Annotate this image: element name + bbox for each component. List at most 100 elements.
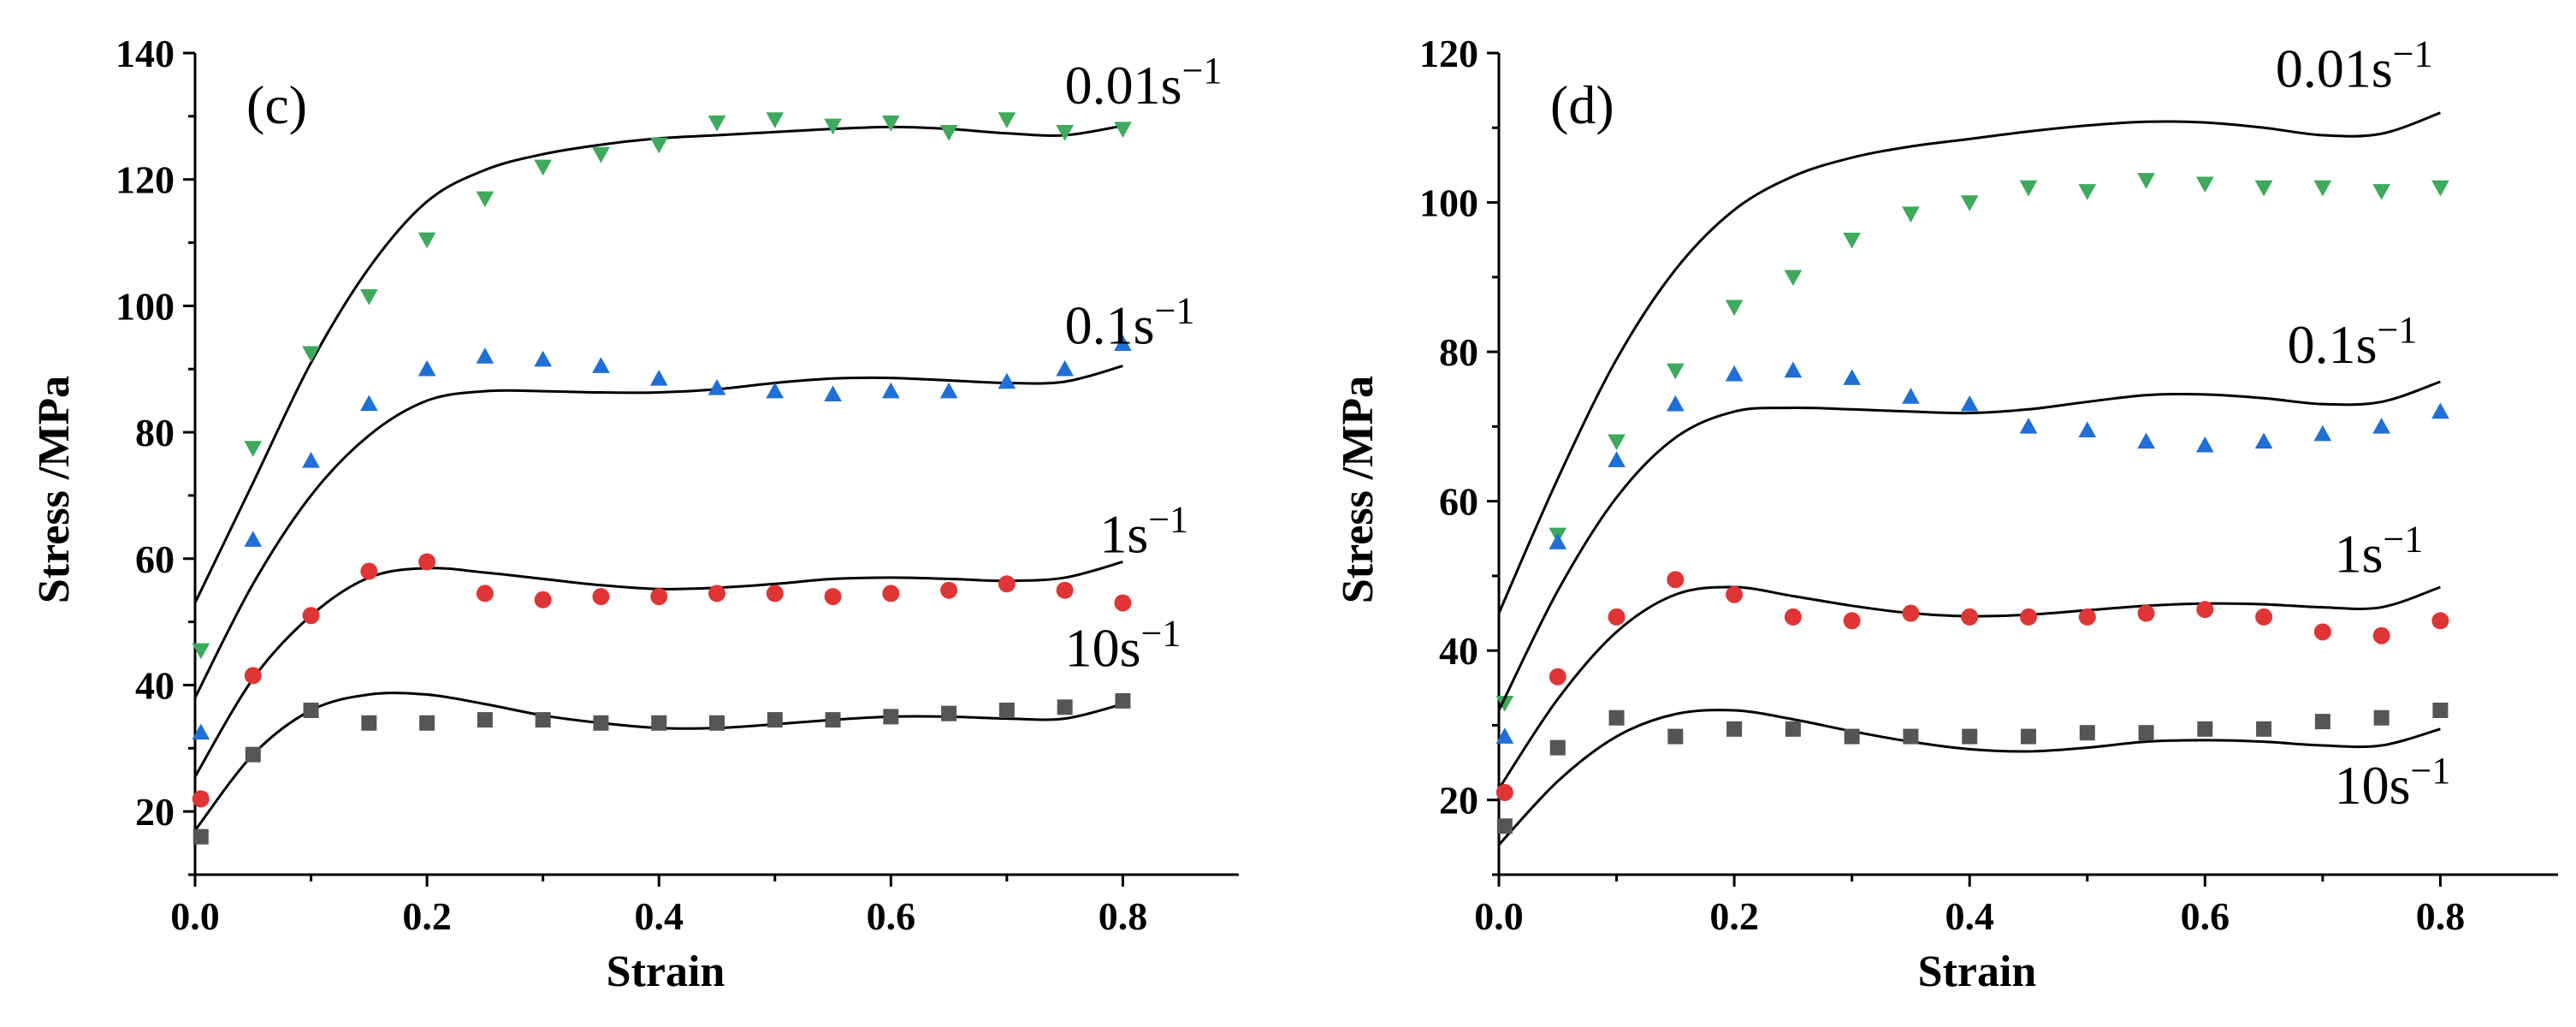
- y-tick-label: 60: [135, 537, 175, 581]
- data-point: [302, 607, 320, 625]
- panel-label: (c): [246, 74, 307, 135]
- data-point: [650, 588, 668, 606]
- series-label: 1s−1: [1099, 498, 1188, 564]
- x-tick-label: 0.4: [634, 894, 684, 938]
- data-point: [2020, 608, 2037, 626]
- data-point: [1785, 721, 1801, 737]
- data-point: [1843, 612, 1861, 630]
- fit-curve: [193, 365, 1123, 698]
- y-tick-label: 140: [115, 32, 175, 75]
- data-point: [592, 146, 610, 163]
- fit-curve: [193, 561, 1123, 778]
- series-label: 10s−1: [1065, 612, 1181, 678]
- y-tick-label: 100: [115, 284, 175, 328]
- data-point: [360, 562, 378, 580]
- y-axis-label: Stress /MPa: [30, 376, 79, 603]
- data-point: [1114, 122, 1132, 138]
- data-point: [192, 790, 210, 808]
- data-point: [1844, 728, 1860, 745]
- data-point: [1549, 739, 1566, 756]
- panel-d: (d) Strain Stress /MPa 0.0 0.2 0.4 0.6 0.8 20…: [1334, 32, 2558, 996]
- data-point: [2372, 418, 2391, 434]
- panel-c: (c) Strain Stress /MPa 0.0 0.2 0.4 0.6 0.8 20…: [30, 32, 1239, 996]
- data-point: [2137, 173, 2155, 189]
- data-point: [998, 575, 1016, 593]
- data-point: [477, 712, 493, 728]
- data-point: [1843, 369, 1862, 385]
- data-point: [766, 112, 785, 128]
- data-point: [417, 232, 436, 249]
- data-point: [2313, 424, 2332, 442]
- data-point: [824, 588, 842, 606]
- data-point: [2137, 432, 2155, 449]
- data-point: [1903, 728, 1919, 745]
- data-point: [192, 828, 209, 845]
- data-point: [359, 395, 378, 412]
- data-point: [1784, 361, 1803, 378]
- series-label: 0.1s−1: [1065, 290, 1195, 356]
- data-point: [1056, 581, 1074, 599]
- x-tick-label: 0.0: [170, 894, 220, 938]
- x-axis-label: Strain: [607, 947, 725, 996]
- data-point: [2254, 180, 2273, 197]
- data-point: [649, 369, 668, 386]
- data-point: [1902, 604, 1920, 622]
- data-point: [2313, 180, 2332, 197]
- data-point: [881, 115, 900, 132]
- data-point: [1667, 728, 1684, 745]
- data-point: [1725, 300, 1744, 317]
- x-tick-label: 0.2: [402, 894, 452, 938]
- data-point: [1725, 365, 1744, 382]
- data-point: [1549, 668, 1566, 686]
- data-point: [1666, 363, 1685, 380]
- data-point: [825, 712, 841, 728]
- data-point: [651, 715, 667, 731]
- data-point: [939, 125, 958, 141]
- data-point: [1115, 692, 1131, 709]
- y-tick-label: 20: [135, 790, 175, 834]
- data-point: [998, 112, 1016, 128]
- data-point: [1114, 594, 1132, 612]
- x-tick-label: 0.4: [1945, 894, 1994, 938]
- data-point: [2255, 608, 2273, 626]
- data-point: [1961, 608, 1979, 626]
- data-point: [2256, 721, 2272, 737]
- data-point: [708, 115, 726, 132]
- data-point: [2313, 623, 2331, 641]
- data-point: [476, 347, 494, 364]
- data-point: [1495, 727, 1514, 744]
- data-point: [2254, 432, 2273, 449]
- data-point: [192, 643, 210, 660]
- y-tick-label: 40: [1439, 629, 1478, 673]
- data-point: [592, 357, 610, 373]
- data-point: [1056, 359, 1075, 377]
- data-point: [593, 715, 609, 731]
- data-point: [245, 746, 261, 763]
- data-point: [418, 553, 436, 571]
- data-point: [1057, 699, 1073, 715]
- x-tick-label: 0.2: [1709, 894, 1759, 938]
- data-point: [883, 709, 899, 725]
- data-point: [2373, 709, 2389, 726]
- data-point: [192, 723, 210, 740]
- data-point: [2197, 721, 2213, 737]
- data-point: [303, 703, 319, 718]
- data-point: [1495, 784, 1513, 801]
- data-point: [534, 350, 553, 367]
- data-point: [2078, 608, 2096, 626]
- fit-curve: [1497, 585, 2441, 790]
- data-point: [2019, 418, 2038, 434]
- data-point: [361, 715, 377, 731]
- fit-curve: [1497, 380, 2441, 711]
- data-point: [1902, 206, 1920, 223]
- data-point: [2432, 703, 2449, 718]
- data-point: [2195, 436, 2214, 453]
- data-point: [244, 667, 262, 685]
- data-point: [2196, 601, 2214, 619]
- data-point: [359, 289, 378, 306]
- data-point: [535, 712, 551, 728]
- series-label: 0.1s−1: [2288, 309, 2418, 375]
- data-point: [2021, 728, 2036, 745]
- data-point: [534, 591, 552, 608]
